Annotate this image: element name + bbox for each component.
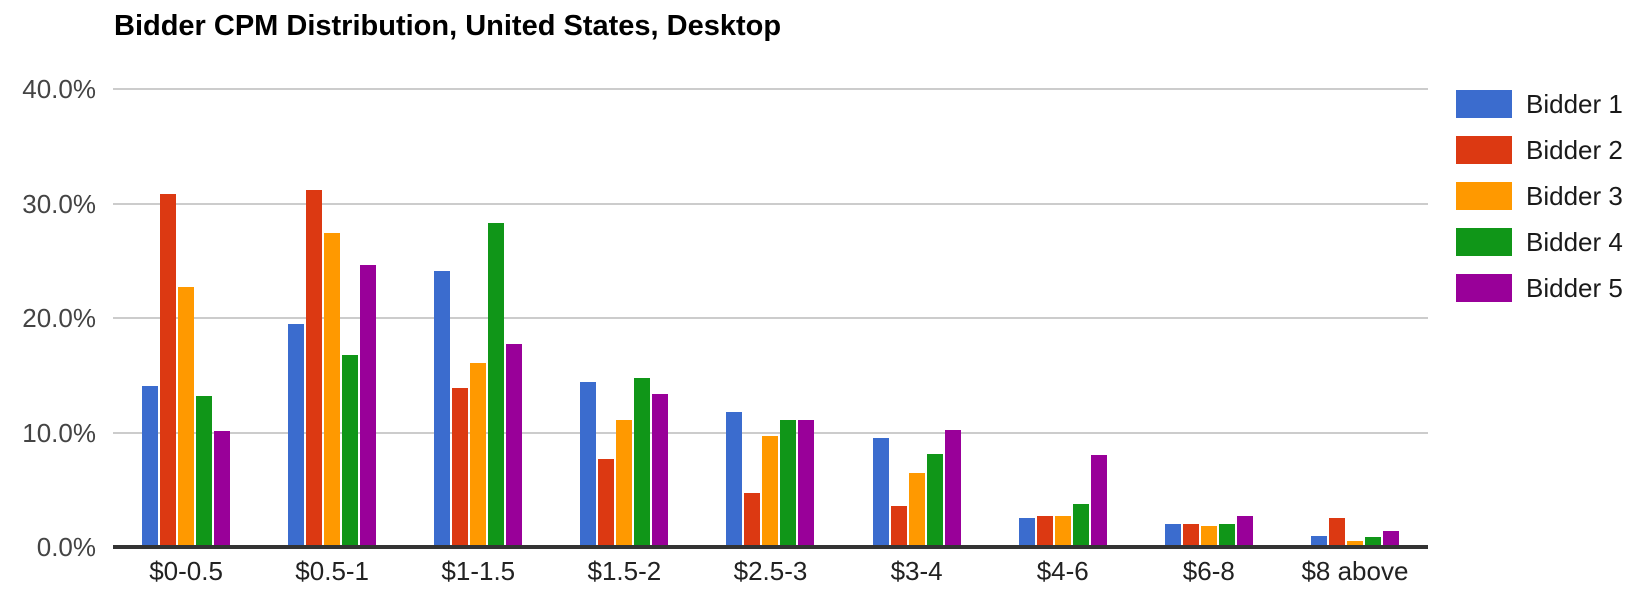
x-axis-line bbox=[113, 545, 1428, 549]
x-tick-label-0-5-1: $0.5-1 bbox=[295, 556, 370, 586]
bar-bidder-4-1-1-5 bbox=[488, 222, 505, 547]
x-tick-label-0-0-5: $0-0.5 bbox=[149, 556, 223, 586]
bar-bidder-5-4-6 bbox=[1090, 455, 1107, 547]
bar-bidder-2-2-5-3 bbox=[744, 493, 761, 547]
legend-swatch-bidder-2 bbox=[1456, 136, 1512, 164]
bar-bidder-5-1-5-2 bbox=[652, 393, 669, 547]
x-tick-label-1-1-5: $1-1.5 bbox=[441, 556, 516, 586]
x-tick-label-2-5-3: $2.5-3 bbox=[733, 556, 808, 586]
bar-bidder-3-0-0-5 bbox=[178, 287, 195, 547]
bar-groups bbox=[113, 89, 1428, 547]
bar-group-2-5-3 bbox=[697, 89, 843, 547]
bar-group-6-8 bbox=[1136, 89, 1282, 547]
bar-bidder-5-3-4 bbox=[944, 430, 961, 547]
y-tick-label-40: 40.0% bbox=[22, 74, 96, 104]
gridline-10 bbox=[113, 431, 1428, 434]
legend-item-bidder-1: Bidder 1 bbox=[1456, 88, 1623, 119]
bar-group-4-6 bbox=[990, 89, 1136, 547]
bar-group-3-4 bbox=[844, 89, 990, 547]
legend-item-bidder-2: Bidder 2 bbox=[1456, 134, 1623, 165]
bar-bidder-3-3-4 bbox=[908, 472, 925, 547]
bar-bidder-1-8-above bbox=[1310, 535, 1327, 547]
bar-bidder-2-1-1-5 bbox=[452, 387, 469, 547]
bar-bidder-3-0-5-1 bbox=[324, 233, 341, 547]
y-tick-label-30: 30.0% bbox=[22, 188, 96, 219]
bar-bidder-5-1-1-5 bbox=[506, 344, 523, 547]
gridline-30 bbox=[113, 202, 1428, 205]
bar-bidder-1-4-6 bbox=[1018, 518, 1035, 547]
bar-bidder-1-3-4 bbox=[872, 438, 889, 547]
bar-bidder-1-0-5-1 bbox=[288, 323, 305, 547]
gridline-20 bbox=[113, 317, 1428, 319]
bar-bidder-1-6-8 bbox=[1164, 524, 1181, 547]
bar-bidder-3-2-5-3 bbox=[762, 435, 779, 547]
bar-bidder-2-0-5-1 bbox=[306, 189, 323, 547]
bar-bidder-4-0-5-1 bbox=[342, 354, 359, 547]
bar-group-0-5-1 bbox=[259, 89, 405, 547]
bar-bidder-5-0-5-1 bbox=[360, 265, 377, 547]
bar-bidder-4-2-5-3 bbox=[780, 419, 797, 547]
bar-group-0-0-5 bbox=[113, 89, 259, 547]
gridline-40 bbox=[113, 88, 1428, 90]
plot-area bbox=[113, 88, 1428, 549]
bar-bidder-4-8-above bbox=[1364, 536, 1381, 547]
bar-bidder-1-1-1-5 bbox=[434, 271, 451, 547]
legend-swatch-bidder-3 bbox=[1456, 182, 1512, 210]
x-tick-label-6-8: $6-8 bbox=[1182, 556, 1235, 586]
bar-bidder-4-3-4 bbox=[926, 454, 943, 547]
x-tick-label-4-6: $4-6 bbox=[1036, 556, 1089, 586]
bar-group-1-1-5 bbox=[405, 89, 551, 547]
x-axis: $0-0.5 $0.5-1 $1-1.5 $1.5-2 $2.5-3 $3-4 $4-6 $6… bbox=[113, 556, 1428, 587]
legend-swatch-bidder-4 bbox=[1456, 228, 1512, 256]
legend-swatch-bidder-5 bbox=[1456, 274, 1512, 302]
bar-bidder-3-1-1-5 bbox=[470, 362, 487, 547]
legend-label-bidder-4: Bidder 4 bbox=[1526, 226, 1623, 257]
bar-bidder-3-6-8 bbox=[1200, 526, 1217, 547]
legend-label-bidder-1: Bidder 1 bbox=[1526, 88, 1623, 119]
bar-bidder-5-8-above bbox=[1382, 530, 1399, 547]
legend-item-bidder-5: Bidder 5 bbox=[1456, 272, 1623, 303]
bar-bidder-2-0-0-5 bbox=[160, 194, 177, 547]
bar-bidder-1-2-5-3 bbox=[726, 411, 743, 547]
legend-item-bidder-3: Bidder 3 bbox=[1456, 180, 1623, 211]
bar-bidder-5-0-0-5 bbox=[214, 431, 231, 547]
y-tick-label-10: 10.0% bbox=[22, 417, 96, 448]
bar-bidder-5-2-5-3 bbox=[798, 419, 815, 547]
bar-bidder-2-3-4 bbox=[890, 505, 907, 547]
x-tick-label-1-5-2: $1.5-2 bbox=[587, 556, 662, 586]
legend-label-bidder-3: Bidder 3 bbox=[1526, 180, 1623, 211]
legend-item-bidder-4: Bidder 4 bbox=[1456, 226, 1623, 257]
bar-bidder-4-4-6 bbox=[1072, 503, 1089, 547]
y-tick-label-20: 20.0% bbox=[22, 303, 96, 333]
x-tick-label-8-above: $8 above bbox=[1301, 556, 1409, 586]
legend-label-bidder-2: Bidder 2 bbox=[1526, 134, 1623, 165]
bar-bidder-2-6-8 bbox=[1182, 524, 1199, 547]
bar-bidder-3-1-5-2 bbox=[616, 419, 633, 547]
bar-bidder-2-4-6 bbox=[1036, 516, 1053, 547]
bar-bidder-5-6-8 bbox=[1236, 516, 1253, 547]
legend-label-bidder-5: Bidder 5 bbox=[1526, 272, 1623, 303]
bar-bidder-4-0-0-5 bbox=[196, 395, 213, 547]
bar-group-1-5-2 bbox=[551, 89, 697, 547]
legend-swatch-bidder-1 bbox=[1456, 90, 1512, 118]
bar-bidder-4-6-8 bbox=[1218, 524, 1235, 547]
legend: Bidder 1 Bidder 2 Bidder 3 Bidder 4 Bidder 5 bbox=[1456, 88, 1623, 320]
bar-bidder-1-0-0-5 bbox=[142, 385, 159, 547]
chart-title: Bidder CPM Distribution, United States, … bbox=[114, 10, 782, 42]
y-tick-label-0: 0.0% bbox=[36, 532, 96, 562]
bar-bidder-3-4-6 bbox=[1054, 516, 1071, 547]
bar-bidder-2-8-above bbox=[1328, 518, 1345, 547]
bar-bidder-4-1-5-2 bbox=[634, 377, 651, 547]
x-tick-label-3-4: $3-4 bbox=[890, 556, 943, 586]
bar-bidder-2-1-5-2 bbox=[598, 458, 615, 547]
bar-bidder-1-1-5-2 bbox=[580, 382, 597, 547]
bar-bidder-3-8-above bbox=[1346, 541, 1363, 547]
bar-group-8-above bbox=[1282, 89, 1428, 547]
